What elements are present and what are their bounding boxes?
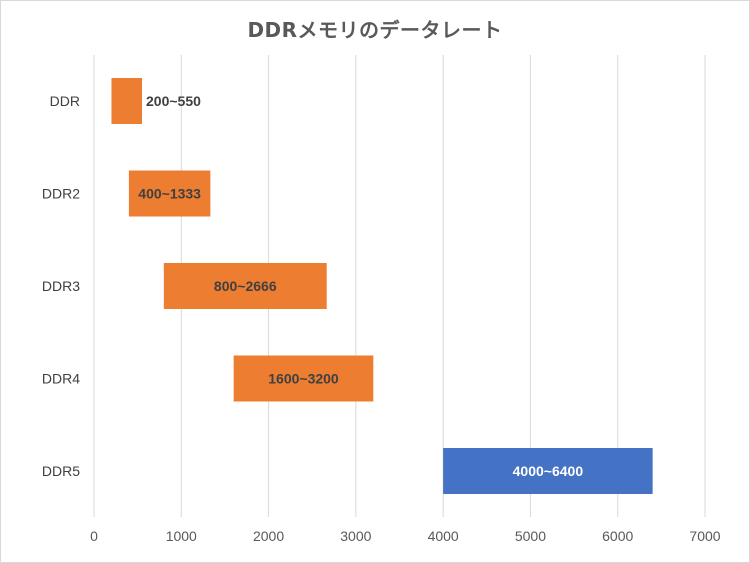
category-label: DDR4: [42, 371, 80, 387]
data-label: 1600~3200: [268, 371, 339, 387]
x-tick-label: 2000: [253, 528, 284, 544]
category-label: DDR: [50, 93, 80, 109]
data-label: 200~550: [146, 93, 201, 109]
data-label: 4000~6400: [513, 463, 584, 479]
range-bar: [443, 448, 653, 494]
category-label: DDR2: [42, 186, 80, 202]
range-bar: [111, 78, 143, 124]
bars: [111, 78, 653, 494]
data-label: 400~1333: [138, 186, 201, 202]
x-tick-label: 0: [90, 528, 98, 544]
x-tick-label: 3000: [340, 528, 371, 544]
range-bar: [128, 170, 211, 217]
chart-title: DDRメモリのデータレート: [247, 18, 503, 42]
range-bar: [163, 263, 327, 309]
x-tick-label: 1000: [166, 528, 197, 544]
data-label: 800~2666: [214, 278, 277, 294]
x-tick-label: 6000: [602, 528, 633, 544]
x-tick-label: 5000: [515, 528, 546, 544]
x-tick-label: 7000: [689, 528, 720, 544]
range-bar: [233, 355, 374, 402]
category-label: DDR5: [42, 463, 80, 479]
x-tick-label: 4000: [428, 528, 459, 544]
labels: 0 1000 2000 3000 4000 5000 6000 7000 DDR DDR2 DDR3…: [42, 93, 721, 544]
category-label: DDR3: [42, 278, 80, 294]
